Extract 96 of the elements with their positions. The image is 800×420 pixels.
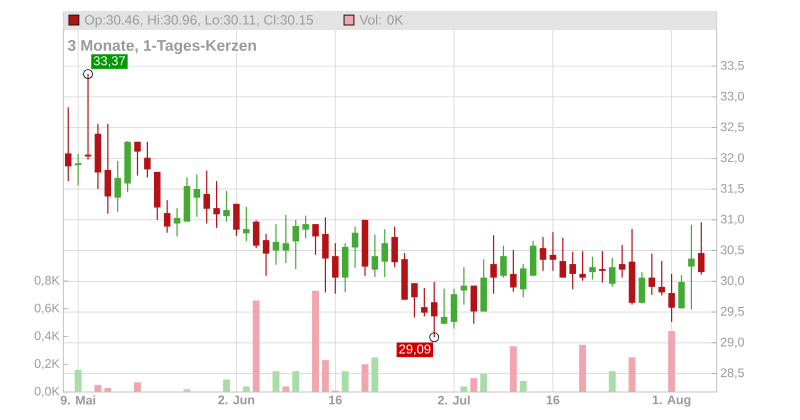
bar: [470, 378, 478, 392]
bar: [292, 371, 300, 392]
candlestick: [134, 141, 141, 176]
bar: [520, 380, 527, 392]
bar: [272, 371, 280, 392]
bar: [322, 360, 329, 392]
candlestick: [411, 282, 418, 318]
candlestick: [262, 233, 270, 276]
candlestick: [243, 206, 250, 242]
candlestick: [382, 228, 388, 278]
candlestick: [292, 219, 300, 270]
x-tick-label: 9. Mai: [60, 396, 96, 405]
candlestick: [460, 266, 468, 306]
y-tick-label: 29,0: [720, 338, 744, 348]
y-tick-label: 28,5: [720, 368, 744, 379]
y-tick-label: 33,5: [720, 60, 744, 72]
bar: [183, 389, 190, 392]
legend-label: Op:30.46, Hi:30.96, Lo:30.11, Cl:30.15: [84, 14, 314, 28]
candlestick: [64, 106, 72, 182]
candlestick: [658, 260, 665, 296]
bar: [668, 330, 676, 392]
bar: [312, 290, 319, 392]
y2-tick-label: 0,0K: [34, 386, 60, 398]
candlestick: [282, 214, 290, 264]
bar: [510, 346, 517, 392]
y-tick-label: 32,0: [720, 153, 744, 164]
y-tick-label: 29,5: [720, 306, 744, 318]
bar: [252, 300, 260, 392]
y-tick-label: 33,0: [720, 92, 744, 102]
candlestick: [203, 170, 210, 224]
x-tick-label: 2. Jul: [438, 396, 470, 405]
candlestick: [312, 224, 319, 256]
candlestick: [440, 288, 448, 325]
y-tick-label: 32,5: [720, 122, 744, 133]
candlestick: [352, 226, 358, 268]
bar: [223, 380, 230, 392]
candlestick: [213, 180, 220, 228]
candlestick: [194, 174, 200, 218]
x-tick-label: 2. Jun: [218, 396, 254, 404]
candlestick: [648, 253, 656, 296]
x-tick-label: 16: [329, 396, 342, 404]
candlestick: [272, 224, 280, 266]
candlestick: [302, 214, 309, 239]
y-tick-label: 30,0: [720, 276, 744, 286]
candlestick: [174, 208, 180, 238]
candlestick: [550, 232, 556, 272]
candlestick: [223, 190, 230, 222]
annotation: 29,09: [399, 344, 430, 356]
candlestick: [144, 141, 151, 178]
y2-tick-label: 0,2K: [34, 359, 60, 370]
y-tick-label: 30,5: [720, 245, 744, 256]
candlestick: [608, 257, 616, 288]
bar: [628, 357, 636, 392]
text: 3 Monate, 1-Tages-Kerzen: [68, 40, 256, 54]
candlestick: [520, 264, 527, 298]
bar: [94, 385, 102, 392]
candlestick: [372, 234, 378, 278]
candlestick: [698, 222, 705, 276]
candlestick: [569, 251, 576, 290]
candlestick: [164, 200, 170, 234]
bar: [282, 386, 290, 392]
candlestick: [252, 220, 260, 249]
bar: [242, 386, 250, 392]
bar: [480, 374, 488, 392]
bar: [371, 357, 378, 392]
candlestick: [490, 234, 497, 294]
bar: [104, 388, 112, 392]
candlestick: [688, 224, 695, 310]
candlestick: [579, 250, 586, 282]
annotation: 33,37: [94, 56, 125, 67]
bar: [608, 371, 616, 392]
bar: [74, 370, 82, 392]
candlestick: [114, 160, 121, 212]
bar: [342, 371, 349, 392]
y-tick-label: 31,0: [720, 214, 744, 225]
bar: [579, 344, 586, 392]
candlestick: [500, 245, 507, 278]
candlestick: [589, 256, 596, 280]
candlestick: [618, 244, 626, 278]
y2-tick-label: 0,8K: [34, 276, 60, 286]
legend-label: Vol: 0K: [359, 14, 404, 25]
candlestick: [332, 242, 339, 294]
y2-tick-label: 0,4K: [34, 331, 60, 342]
candlestick: [599, 250, 606, 284]
y-tick-label: 31,5: [720, 184, 744, 194]
x-tick-label: 16: [546, 396, 560, 404]
x-tick-label: 1. Aug: [652, 396, 690, 407]
candlestick: [421, 287, 428, 317]
bar: [362, 364, 368, 392]
bar: [134, 382, 141, 392]
candlestick: [540, 236, 546, 272]
candlestick: [668, 273, 675, 322]
bar: [460, 386, 468, 392]
candlestick: [510, 249, 517, 292]
y2-tick-label: 0,6K: [34, 304, 60, 314]
candlestick: [560, 237, 566, 278]
